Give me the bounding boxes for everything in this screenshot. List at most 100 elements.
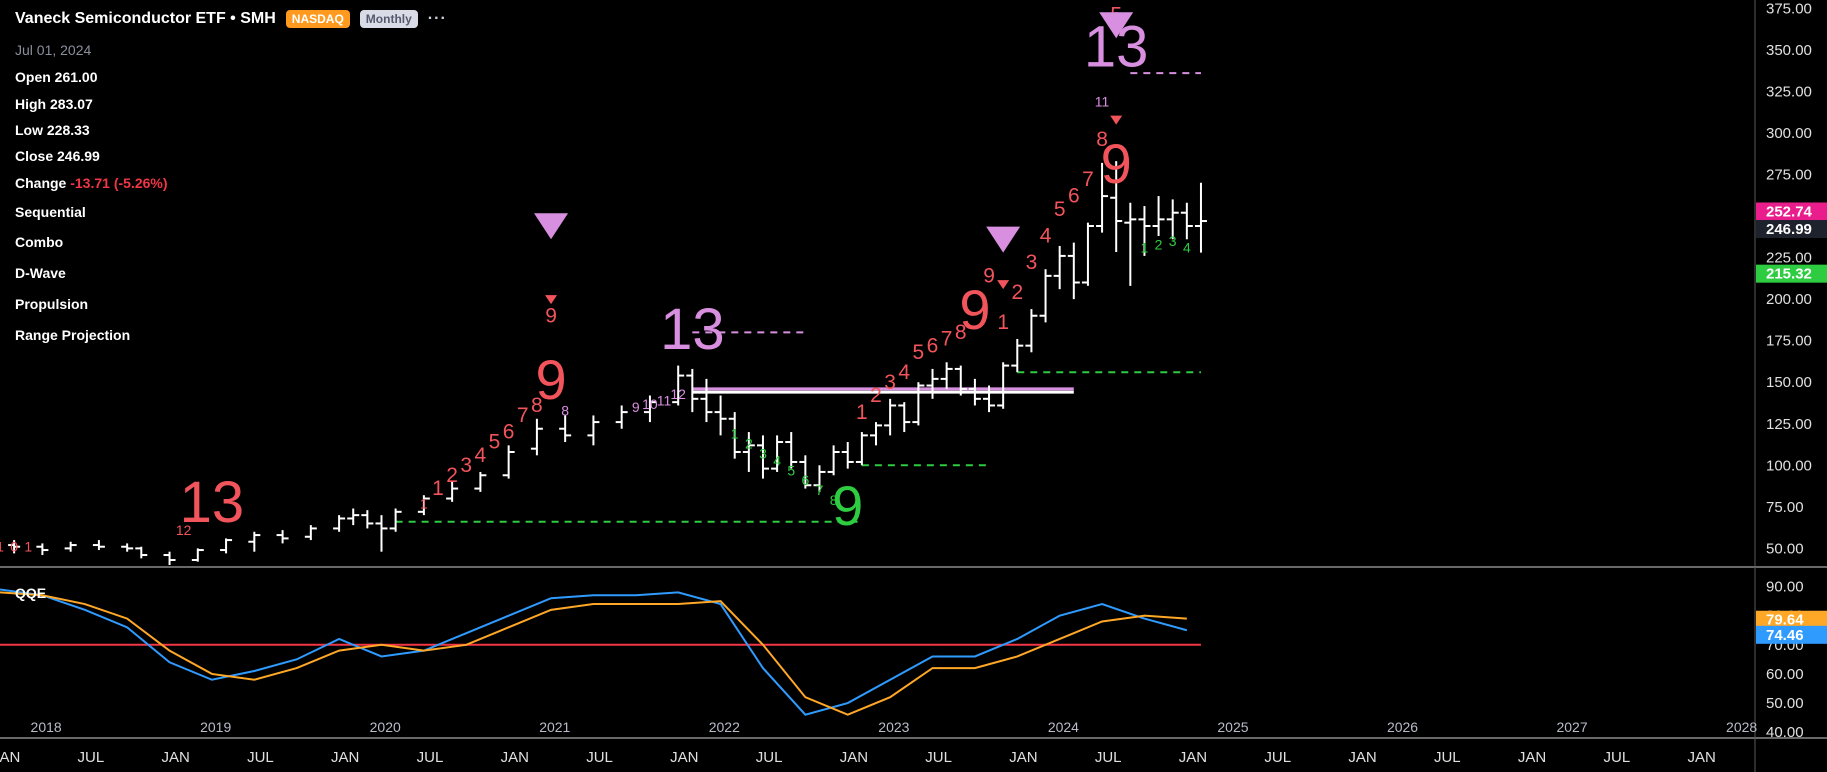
price-tag: [1756, 220, 1827, 239]
qqe-label[interactable]: QQE: [15, 585, 47, 601]
count-label: 10: [642, 396, 658, 412]
qqe-tag-label: 74.46: [1766, 627, 1804, 644]
month-label: JUL: [1603, 749, 1630, 766]
year-label: 2024: [1048, 719, 1079, 735]
count-label: 4: [1183, 240, 1191, 256]
timeframe-badge[interactable]: Monthly: [359, 10, 418, 28]
month-label: JUL: [1264, 749, 1291, 766]
signal-lines: [395, 72, 1201, 523]
month-label: JAN: [1009, 749, 1037, 766]
month-label: JAN: [1348, 749, 1376, 766]
price-tag-label: 252.74: [1766, 203, 1813, 220]
count-label: 3: [460, 454, 472, 477]
count-label: 1: [0, 539, 4, 555]
count-label: 5: [1054, 198, 1066, 221]
chart-header: Vaneck Semiconductor ETF • SMH NASDAQ Mo…: [15, 10, 447, 28]
qqe-tick-label: 90.00: [1766, 579, 1804, 596]
year-label: 2021: [539, 719, 570, 735]
year-label: 2025: [1217, 719, 1248, 735]
count-label: 5: [489, 431, 501, 454]
qqe-tick-label: 50.00: [1766, 695, 1804, 712]
count-label: 3: [1026, 251, 1038, 274]
count-label: 2: [446, 464, 458, 487]
qqe-series-line: [0, 588, 1188, 716]
price-tick-label: 375.00: [1766, 0, 1812, 17]
signal-triangles: [534, 12, 1134, 305]
high-value: High 283.07: [15, 96, 93, 112]
count-label: 4: [475, 444, 487, 467]
qqe-panel: [0, 588, 1201, 716]
study-range-projection[interactable]: Range Projection: [15, 327, 131, 343]
count-label: 0: [10, 539, 18, 555]
count-label: 12: [176, 522, 192, 538]
symbol-title[interactable]: Vaneck Semiconductor ETF • SMH: [15, 10, 276, 27]
count-label: 13: [660, 297, 725, 362]
count-label: 11: [657, 392, 672, 408]
count-label: 7: [1082, 168, 1094, 191]
count-label: 7: [517, 404, 529, 427]
month-label: JUL: [756, 749, 783, 766]
close-value: Close 246.99: [15, 148, 100, 164]
study-d-wave[interactable]: D-Wave: [15, 265, 66, 281]
count-label: 8: [1096, 128, 1108, 151]
year-label: 2018: [31, 719, 62, 735]
count-label: 0: [1110, 0, 1122, 2]
count-label: 2: [745, 436, 753, 452]
sequential-counts: 1011213112345678998910111213123456789123…: [0, 0, 1191, 555]
count-label: 9: [632, 399, 640, 415]
count-label: 4: [1040, 225, 1052, 248]
count-label: 3: [1169, 233, 1177, 249]
count-label: 1: [1141, 240, 1149, 256]
month-label: JUL: [247, 749, 274, 766]
count-label: 4: [773, 452, 781, 468]
month-label: JAN: [1518, 749, 1546, 766]
count-label: 5: [913, 341, 925, 364]
price-tick-label: 50.00: [1766, 540, 1804, 557]
count-label: 6: [801, 472, 809, 488]
price-tag-label: 246.99: [1766, 221, 1812, 238]
signal-triangle: [545, 295, 558, 305]
count-label: 1: [24, 539, 32, 555]
month-label: JUL: [417, 749, 444, 766]
qqe-tag: [1756, 625, 1827, 644]
count-label: 6: [1068, 185, 1080, 208]
price-tick-label: 100.00: [1766, 457, 1812, 474]
count-label: 5: [787, 462, 795, 478]
month-label: JUL: [586, 749, 613, 766]
low-value: Low 228.33: [15, 122, 90, 138]
price-tick-label: 325.00: [1766, 83, 1812, 100]
count-label: 9: [983, 265, 995, 288]
study-propulsion[interactable]: Propulsion: [15, 296, 89, 312]
count-label: 2: [1011, 281, 1023, 304]
count-label: 4: [898, 361, 910, 384]
signal-triangle: [1099, 12, 1134, 39]
count-label: 12: [670, 386, 686, 402]
year-label: 2019: [200, 719, 231, 735]
count-label: 3: [759, 446, 767, 462]
count-label: 1: [856, 401, 868, 424]
count-label: 2: [870, 384, 882, 407]
price-tag-label: 215.32: [1766, 266, 1812, 283]
study-sequential[interactable]: Sequential: [15, 204, 86, 220]
year-label: 2023: [878, 719, 909, 735]
count-label: 7: [816, 482, 824, 498]
price-tag: [1756, 264, 1827, 283]
count-label: 2: [1155, 236, 1163, 252]
count-label: 8: [561, 402, 569, 418]
study-combo[interactable]: Combo: [15, 234, 64, 250]
price-tag: [1756, 202, 1827, 221]
exchange-badge: NASDAQ: [285, 10, 350, 28]
count-label: 7: [941, 328, 953, 351]
signal-triangle: [534, 213, 569, 240]
count-label: 8: [830, 492, 838, 508]
signal-triangle: [986, 226, 1021, 253]
price-tick-label: 350.00: [1766, 42, 1812, 59]
count-label: 13: [180, 470, 245, 535]
qqe-series-line: [0, 591, 1187, 716]
open-value: Open 261.00: [15, 69, 98, 85]
more-options-icon[interactable]: ···: [427, 10, 447, 27]
count-label: 1: [432, 477, 444, 500]
month-label: JAN: [501, 749, 529, 766]
